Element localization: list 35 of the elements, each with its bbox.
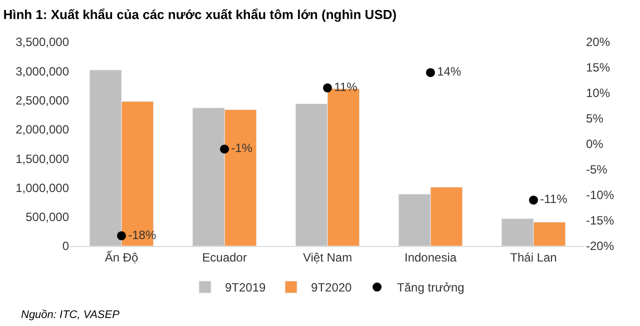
x-tick-label: Việt Nam (302, 250, 352, 264)
y2-tick-label: 5% (586, 112, 604, 126)
point (117, 231, 126, 240)
y2-tick-label: 20% (586, 35, 610, 50)
legend-label: Tăng trưởng (397, 280, 464, 295)
y2-tick-label: 10% (586, 86, 610, 100)
x-tick-label: Ấn Độ (104, 250, 138, 264)
y2-tick-label: -5% (586, 162, 608, 177)
legend-label: 9T2019 (225, 280, 266, 295)
y2-tick-label: -15% (586, 214, 614, 228)
y-tick-label: 1,000,000 (16, 180, 70, 195)
y2-tick-label: -20% (586, 239, 614, 254)
data-label: -11% (540, 192, 568, 206)
point (529, 196, 538, 205)
y2-tick-label: -10% (586, 188, 614, 202)
x-tick-label: Thái Lan (510, 250, 557, 264)
point (323, 83, 332, 92)
y-tick-label: 3,500,000 (16, 35, 70, 50)
y-tick-label: 1,500,000 (16, 152, 70, 166)
data-label: -1% (231, 141, 253, 156)
y2-tick-label: 0% (586, 137, 604, 152)
x-tick-label: Ecuador (202, 250, 247, 264)
y-tick-label: 500,000 (26, 210, 70, 224)
y-tick-label: 2,000,000 (16, 122, 70, 137)
chart-title: Hình 1: Xuất khẩu của các nước xuất khẩu tôm lớn (nghìn USD) (3, 6, 397, 22)
point (220, 144, 229, 154)
legend-label: 9T2020 (311, 280, 352, 295)
data-label: 14% (437, 64, 462, 79)
y-tick-label: 0 (62, 239, 70, 254)
point (426, 68, 435, 78)
y2-tick-label: 15% (586, 60, 610, 75)
text: Nguồn: ITC, VASEP (21, 309, 120, 321)
x-tick-label: Indonesia (404, 250, 457, 264)
y-tick-label: 3,000,000 (16, 64, 70, 78)
y-tick-label: 2,500,000 (16, 93, 70, 108)
